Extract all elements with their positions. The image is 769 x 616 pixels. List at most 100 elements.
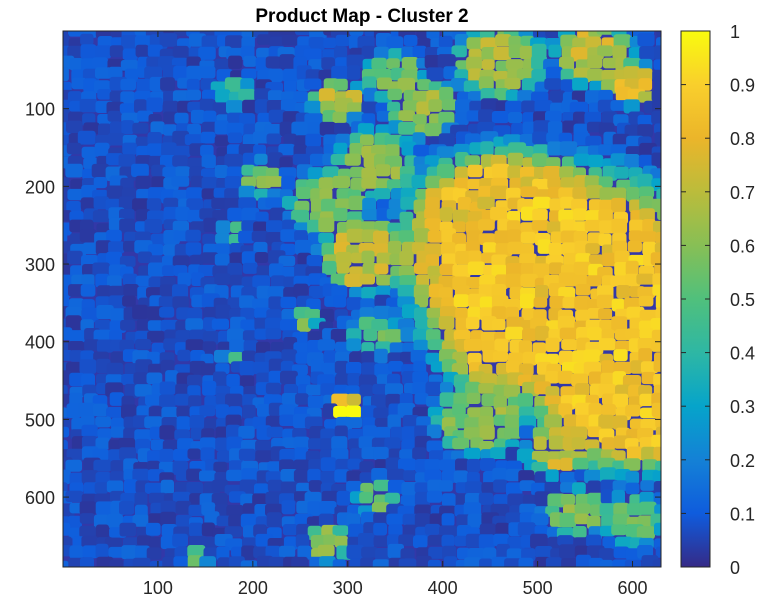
heatmap-cell <box>535 546 553 558</box>
heatmap-cell <box>265 176 283 187</box>
heatmap-cell <box>587 68 604 81</box>
heatmap-cell <box>107 275 122 289</box>
heatmap-cell <box>186 89 201 101</box>
heatmap-cell <box>629 418 644 430</box>
heatmap-cell <box>441 534 455 548</box>
heatmap-cell <box>323 534 337 546</box>
heatmap-cell <box>532 342 546 355</box>
heatmap-cell <box>373 46 390 60</box>
heatmap-cell <box>349 31 364 36</box>
heatmap-cell <box>625 404 641 417</box>
heatmap-cell <box>161 524 178 537</box>
heatmap-cell <box>600 489 615 504</box>
heatmap-cell <box>295 534 310 548</box>
heatmap-cell <box>358 436 376 449</box>
heatmap-cell <box>281 35 299 46</box>
heatmap-cell <box>376 77 393 90</box>
heatmap-cell <box>147 132 162 147</box>
heatmap-cell <box>428 99 442 112</box>
heatmap-cell <box>613 361 632 375</box>
heatmap-cell <box>414 393 429 405</box>
heatmap-cell <box>97 428 112 440</box>
heatmap-cell <box>642 219 656 234</box>
heatmap-cell <box>465 533 483 548</box>
heatmap-cell <box>466 56 483 71</box>
heatmap-cell <box>412 447 427 460</box>
heatmap-cell <box>160 511 177 526</box>
heatmap-cell <box>424 523 441 535</box>
heatmap-cell <box>374 68 392 81</box>
heatmap-cell <box>640 480 656 491</box>
heatmap-cell <box>657 209 661 221</box>
heatmap-cell <box>424 55 441 69</box>
heatmap-cell <box>397 403 416 418</box>
heatmap-cell <box>296 482 311 494</box>
heatmap-cell <box>80 197 95 211</box>
heatmap-cell <box>598 233 612 247</box>
heatmap-cell <box>359 461 374 472</box>
heatmap-cell <box>400 173 415 189</box>
heatmap-cell <box>201 522 215 537</box>
heatmap-cell <box>71 77 87 90</box>
heatmap-cell <box>361 45 375 58</box>
heatmap-cell <box>308 438 324 450</box>
heatmap-cell <box>467 261 485 275</box>
heatmap-cell <box>491 284 507 299</box>
heatmap-cell <box>397 77 415 93</box>
heatmap-cell <box>559 141 578 156</box>
heatmap-cell <box>550 102 565 114</box>
heatmap-cell <box>78 402 96 417</box>
heatmap-cell <box>175 206 190 221</box>
heatmap-cell <box>403 524 417 538</box>
heatmap-cell <box>480 141 494 156</box>
heatmap-cell <box>121 120 135 135</box>
heatmap-cell <box>189 329 207 341</box>
heatmap-cell <box>387 414 401 430</box>
y-tick-label: 500 <box>25 410 55 430</box>
heatmap-cell <box>531 55 547 70</box>
heatmap-cell <box>334 469 350 483</box>
heatmap-cell <box>469 142 484 155</box>
heatmap-cell <box>174 112 189 124</box>
heatmap-cell <box>558 403 573 418</box>
heatmap-cell <box>268 296 283 311</box>
heatmap-cell <box>176 406 191 418</box>
colorbar-tick-label: 0.2 <box>730 451 755 471</box>
heatmap-cell <box>322 166 339 178</box>
heatmap-cell <box>148 262 165 277</box>
heatmap-cell <box>336 490 351 506</box>
heatmap-cell <box>456 547 470 560</box>
heatmap-cell <box>455 317 470 331</box>
heatmap-cell <box>654 263 661 276</box>
heatmap-cell <box>323 37 337 49</box>
heatmap-cell <box>215 89 231 104</box>
heatmap-cell <box>268 152 283 167</box>
heatmap-cell <box>639 46 655 61</box>
heatmap-cell <box>651 89 661 102</box>
heatmap-cell <box>93 196 110 210</box>
heatmap-cell <box>265 328 282 340</box>
colorbar-tick-label: 0.9 <box>730 76 755 96</box>
heatmap-cell <box>252 275 271 289</box>
heatmap-cell <box>95 273 110 288</box>
heatmap-cell <box>66 120 83 133</box>
heatmap-cell <box>346 470 362 484</box>
heatmap-cell <box>267 286 286 299</box>
heatmap-cell <box>506 263 524 277</box>
heatmap-cell <box>98 123 112 138</box>
heatmap-cell <box>557 315 576 331</box>
heatmap-cell <box>215 304 231 319</box>
heatmap-cell <box>319 121 336 136</box>
heatmap-cell <box>214 120 229 135</box>
heatmap-cell <box>264 317 283 332</box>
heatmap-cell <box>241 164 256 176</box>
heatmap-cell <box>586 275 602 287</box>
heatmap-cell <box>256 285 271 300</box>
colorbar-ticks: 0 0.1 0.2 0.3 0.4 0.5 0.6 0.7 0.8 0.9 1 <box>681 22 755 578</box>
heatmap-cell <box>548 44 562 58</box>
heatmap-cell <box>119 522 137 537</box>
heatmap-cell <box>66 142 82 155</box>
heatmap-cell <box>427 535 445 546</box>
heatmap-cell <box>601 360 615 375</box>
heatmap-cell <box>424 459 441 471</box>
